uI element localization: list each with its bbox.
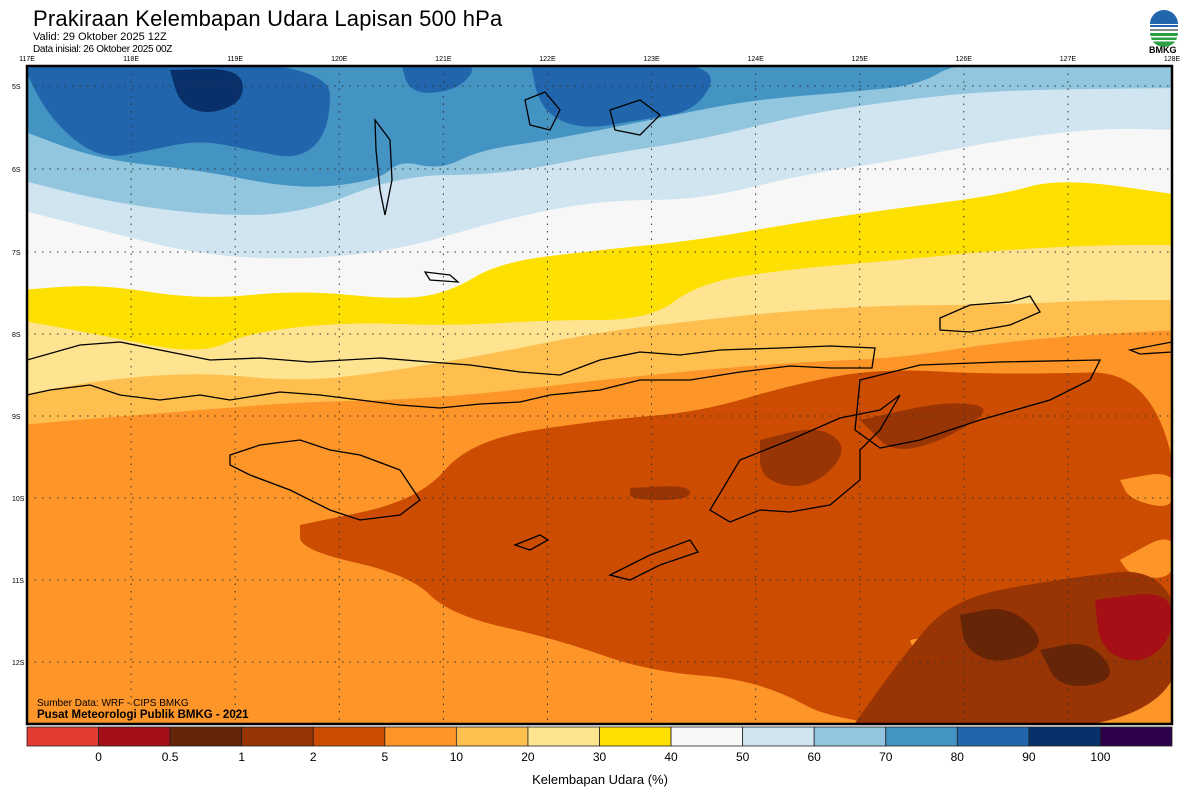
initial-time: Data inisial: 26 Oktober 2025 00Z [33,44,173,55]
colorbar-tick-label: 50 [736,750,750,764]
map-title: Prakiraan Kelembapan Udara Lapisan 500 h… [33,6,503,31]
longitude-labels: 117E 118E 119E 120E 121E 122E 123E 124E 125E 126E… [19,56,1180,63]
longitude-label: 120E [331,56,348,63]
contour-0.5-1 [960,609,1039,661]
colorbar-swatch [956,726,1030,747]
colorbar-swatch [885,726,958,747]
coastline [608,539,700,581]
data-source: Sumber Data: WRF - CIPS BMKG [37,698,189,709]
colorbar-swatch [527,726,600,747]
colorbar-swatch [670,726,744,747]
contour-5-10-patch [1120,539,1172,578]
colorbar-tick-label: 80 [951,750,965,764]
valid-time: Valid: 29 Oktober 2025 12Z [33,31,167,43]
contour-90-100 [170,68,243,112]
latitude-label: 5S [12,84,21,91]
latitude-label: 6S [12,167,21,174]
credit: Pusat Meteorologi Publik BMKG - 2021 [37,709,249,721]
colorbar-tick-label: 2 [310,750,317,764]
coastlines [27,91,1172,581]
latitude-label: 8S [12,332,21,339]
longitude-label: 117E [19,56,35,63]
coastline [374,117,393,216]
colorbar-tick-label: 20 [521,750,535,764]
coastline [513,534,550,551]
longitude-label: 118E [123,56,139,63]
longitude-label: 128E [1164,56,1181,63]
contour-80-90 [531,66,711,127]
colorbar-swatch [26,726,99,747]
longitude-label: 122E [539,56,556,63]
colorbar-title: Kelembapan Udara (%) [532,772,668,787]
longitude-label: 119E [227,56,243,63]
colorbar-swatch [98,726,171,747]
coastline [229,439,421,521]
longitude-label: 127E [1060,56,1077,63]
colorbar-swatch [455,726,529,747]
latitude-label: 7S [12,250,21,257]
contour-80-90 [27,66,330,157]
longitude-label: 124E [747,56,764,63]
contour-0.5-1 [1040,644,1110,686]
colorbar-tick-label: 60 [808,750,822,764]
logo-text: BMKG [1149,45,1177,55]
colorbar-tick-label: 0 [95,750,102,764]
humidity-contours [27,66,1172,724]
coastline [939,295,1041,333]
colorbar-tick-label: 10 [450,750,464,764]
colorbar-tick-label: 30 [593,750,607,764]
colorbar-swatch [1100,726,1173,747]
colorbar-tick-label: 1 [238,750,245,764]
contour-80-90 [401,66,472,93]
colorbar-tick-label: 70 [879,750,893,764]
contour-5-10-patch [1120,474,1172,506]
colorbar-swatch [384,726,457,747]
coastline [1127,341,1172,355]
colorbar-tick-label: 40 [664,750,678,764]
colorbar-tick-label: 5 [381,750,388,764]
colorbar-swatch [312,726,386,747]
latitude-labels: 5S 6S 7S 8S 9S 10S 11S 12S [12,84,25,667]
contour-0-0.5 [1095,594,1172,661]
colorbar-swatch [169,726,243,747]
colorbar-swatch [813,726,887,747]
colorbar-swatch [241,726,314,747]
colorbar-tick-label: 0.5 [162,750,179,764]
latitude-label: 9S [12,414,21,421]
coastline [609,99,661,136]
colorbar-tick-label: 100 [1090,750,1110,764]
colorbar-swatch [599,726,672,747]
map-frame [25,64,1174,726]
longitude-label: 123E [643,56,660,63]
graticule [27,66,1172,724]
colorbar-swatch [742,726,815,747]
contour-1-2 [630,486,690,500]
latitude-label: 12S [12,660,25,667]
longitude-label: 121E [435,56,452,63]
longitude-label: 125E [852,56,869,63]
colorbar: 0 0.5 1 2 5 10 20 30 40 50 60 70 80 90 100 [26,726,1173,764]
coastline [524,91,561,131]
latitude-label: 11S [12,578,24,585]
latitude-label: 10S [12,496,25,503]
contour-1-2 [860,403,984,449]
colorbar-tick-label: 90 [1022,750,1036,764]
colorbar-swatch [1028,726,1101,747]
longitude-label: 126E [956,56,973,63]
coastline [423,271,460,283]
coastline [27,341,876,409]
coastline [854,359,1102,449]
bmkg-logo-icon [1150,10,1178,47]
